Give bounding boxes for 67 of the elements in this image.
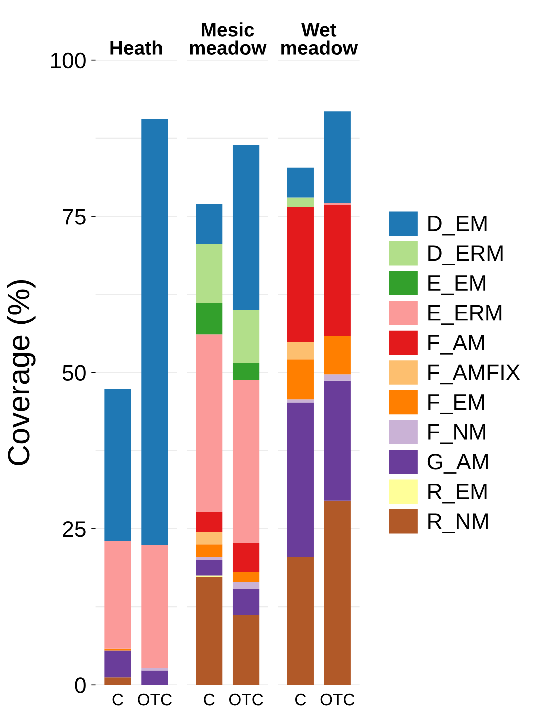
bar <box>324 112 351 204</box>
bar <box>142 545 168 668</box>
bar <box>196 557 223 560</box>
chart-title: Wet meadow <box>282 23 358 55</box>
bar <box>142 670 168 686</box>
legend-label: F_AM <box>428 335 484 355</box>
bar <box>287 342 314 360</box>
bar <box>104 650 132 678</box>
y-tick-label: 25 <box>63 521 86 538</box>
bar <box>287 207 314 342</box>
chart-title: Mesic meadow <box>190 22 267 55</box>
bar <box>324 380 351 501</box>
bar <box>287 400 314 403</box>
bar <box>142 119 168 546</box>
bar <box>196 244 223 304</box>
y-tick-label: 75 <box>63 209 86 225</box>
bar <box>196 560 223 576</box>
legend-label: D_EM <box>428 216 487 236</box>
x-tick-label: C <box>296 694 306 706</box>
x-tick-label: OTC <box>138 694 172 706</box>
bar <box>196 544 223 558</box>
bar <box>104 541 132 649</box>
legend-label: D_ERM <box>428 246 503 266</box>
legend-label: F_NM <box>428 424 486 444</box>
legend-label: F_EM <box>428 394 484 414</box>
bar <box>287 168 314 198</box>
y-tick-label: 0 <box>75 678 86 694</box>
legend-label: G_AM <box>428 454 488 474</box>
legend-label: E_ERM <box>428 305 502 326</box>
bar <box>104 388 132 542</box>
x-tick-label: C <box>112 694 124 706</box>
bar <box>232 145 260 310</box>
x-tick-label: C <box>204 694 215 706</box>
y-axis-title: Coverage (%) <box>7 280 36 466</box>
bar <box>196 204 223 244</box>
x-tick-label: OTC <box>229 694 264 706</box>
bar <box>287 402 314 558</box>
bar <box>196 532 223 545</box>
legend-label: R_NM <box>428 514 488 534</box>
chart-title: Heath <box>110 40 162 55</box>
bar <box>287 360 314 400</box>
bar <box>196 334 223 512</box>
legend-label: F_AMFIX <box>428 364 520 385</box>
bar <box>324 374 351 381</box>
y-tick-label: 50 <box>62 365 86 382</box>
bar <box>142 668 168 671</box>
bar <box>104 678 132 686</box>
bar <box>196 512 223 532</box>
bar <box>196 303 223 335</box>
bar <box>324 500 351 686</box>
bar <box>232 310 260 364</box>
legend-label: R_EM <box>428 484 487 504</box>
bar <box>287 198 314 208</box>
legend-label: E_EM <box>428 276 486 296</box>
bar <box>232 543 260 572</box>
bar <box>232 590 260 616</box>
bar <box>232 380 260 544</box>
bar <box>232 615 260 686</box>
bar <box>324 336 351 375</box>
y-tick-label: 100 <box>51 52 86 69</box>
bar <box>196 577 223 686</box>
bar <box>324 205 351 337</box>
bar <box>287 557 314 686</box>
bar <box>232 582 260 590</box>
bar <box>232 572 260 582</box>
x-tick-label: OTC <box>320 694 355 706</box>
bar <box>232 363 260 380</box>
